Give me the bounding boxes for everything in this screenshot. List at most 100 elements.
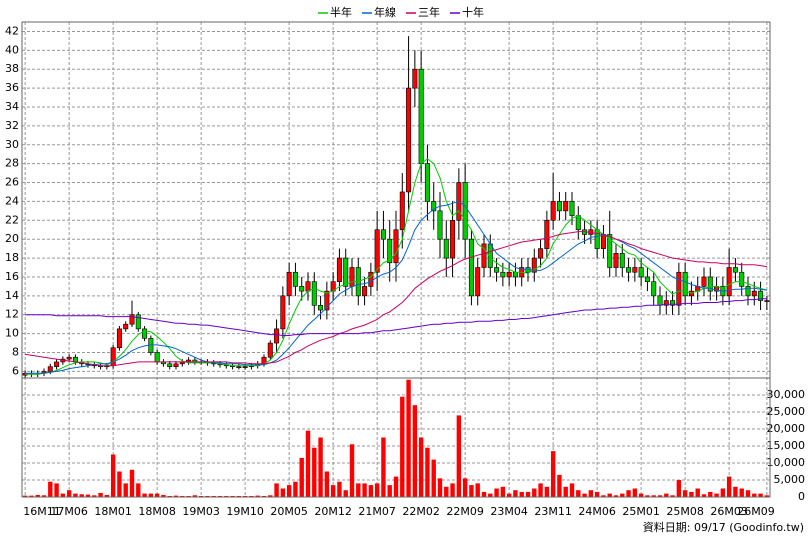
candle-body (450, 220, 456, 259)
candle-body (380, 229, 386, 240)
candle-body (412, 68, 418, 89)
volume-bar (161, 494, 166, 497)
volume-bar (745, 490, 751, 497)
y-tick-label: 38 (5, 62, 19, 75)
x-tick-label: 26M03 (710, 505, 748, 518)
volume-bar (387, 485, 392, 497)
volume-bar (224, 495, 229, 497)
legend-label: 三年 (418, 5, 440, 19)
volume-bar (381, 437, 386, 497)
volume-bar (41, 495, 47, 497)
candle-body (739, 271, 745, 287)
volume-bar (305, 430, 311, 497)
volume-bar (230, 495, 235, 497)
volume-bar (733, 486, 738, 497)
volume-bar (198, 495, 204, 497)
volume-bar (714, 493, 719, 497)
volume-bar (129, 469, 135, 497)
candle-body (343, 257, 349, 287)
volume-bar (601, 495, 606, 497)
volume-bar (85, 494, 91, 497)
volume-bar (758, 493, 763, 497)
volume-bar (588, 490, 594, 497)
x-tick-label: 18M08 (138, 505, 176, 518)
candle-body (682, 271, 688, 297)
volume-bar (66, 490, 72, 497)
x-tick-label: 26M09 (737, 505, 775, 518)
y-tick-label: 22 (5, 213, 19, 226)
volume-bar (123, 483, 128, 497)
x-tick-label: 25M08 (666, 505, 704, 518)
candle-body (751, 290, 757, 297)
volume-bar (620, 493, 625, 497)
volume-bar (356, 483, 361, 497)
legend-label: 半年 (330, 5, 352, 19)
candle-body (468, 238, 474, 297)
candle-body (292, 271, 298, 287)
y-tick-label: 18 (5, 251, 19, 264)
x-tick-label: 19M03 (182, 505, 220, 518)
x-tick-label: 24M06 (578, 505, 616, 518)
candle-body (462, 182, 468, 240)
candle-body (651, 281, 657, 297)
volume-bar (708, 491, 713, 497)
x-tick-label: 23M11 (534, 505, 572, 518)
candle-body (506, 271, 512, 278)
volume-bar (48, 481, 53, 497)
volume-bar (312, 447, 317, 497)
volume-bar (418, 437, 424, 497)
volume-bar (469, 485, 474, 497)
volume-tick-label: 0 (798, 490, 805, 503)
candle-body (393, 229, 399, 264)
volume-bar (60, 493, 66, 497)
volume-bar (513, 490, 518, 497)
volume-bar (412, 405, 418, 497)
candle-body (626, 267, 632, 273)
candle-body (600, 234, 606, 249)
moving-average-line (25, 298, 767, 336)
y-tick-label: 16 (5, 270, 19, 283)
volume-bar (35, 494, 40, 497)
volume-bar (92, 495, 97, 497)
candle-body (236, 366, 242, 368)
volume-bar (362, 483, 367, 497)
volume-bar (29, 495, 34, 497)
volume-bar (544, 486, 550, 497)
volume-bar (695, 488, 700, 497)
volume-tick-label: 25,000 (767, 405, 806, 418)
candle-body (500, 271, 506, 278)
candle-body (544, 220, 550, 249)
y-tick-label: 32 (5, 119, 19, 132)
candle-body (569, 201, 575, 216)
volume-bar (475, 483, 480, 497)
volume-bar (557, 474, 562, 497)
candle-body (305, 281, 311, 292)
volume-bar (689, 491, 694, 497)
volume-bar (268, 495, 273, 497)
volume-bar (682, 490, 688, 497)
volume-bar (205, 495, 210, 497)
x-tick-label: 20M12 (314, 505, 352, 518)
candle-body (644, 276, 650, 282)
volume-bar (261, 495, 267, 497)
y-tick-label: 40 (5, 43, 19, 56)
candle-body (267, 342, 273, 358)
candle-body (701, 276, 707, 287)
candle-body (274, 328, 280, 344)
y-tick-label: 34 (5, 100, 19, 113)
volume-bar (594, 491, 600, 497)
candle-body (657, 295, 663, 306)
candle-body (311, 281, 317, 306)
volume-bar (569, 483, 575, 497)
candle-body (54, 361, 60, 367)
candle-body (116, 328, 122, 349)
y-tick-label: 14 (5, 289, 19, 302)
y-tick-label: 30 (5, 138, 19, 151)
volume-bar (192, 495, 198, 497)
volume-bar (211, 495, 216, 497)
legend: 半年 年線 三年 十年 (318, 5, 484, 19)
candle-body (707, 276, 713, 292)
candle-body (676, 271, 682, 306)
candle-body (670, 300, 676, 306)
y-tick-label: 24 (5, 194, 19, 207)
